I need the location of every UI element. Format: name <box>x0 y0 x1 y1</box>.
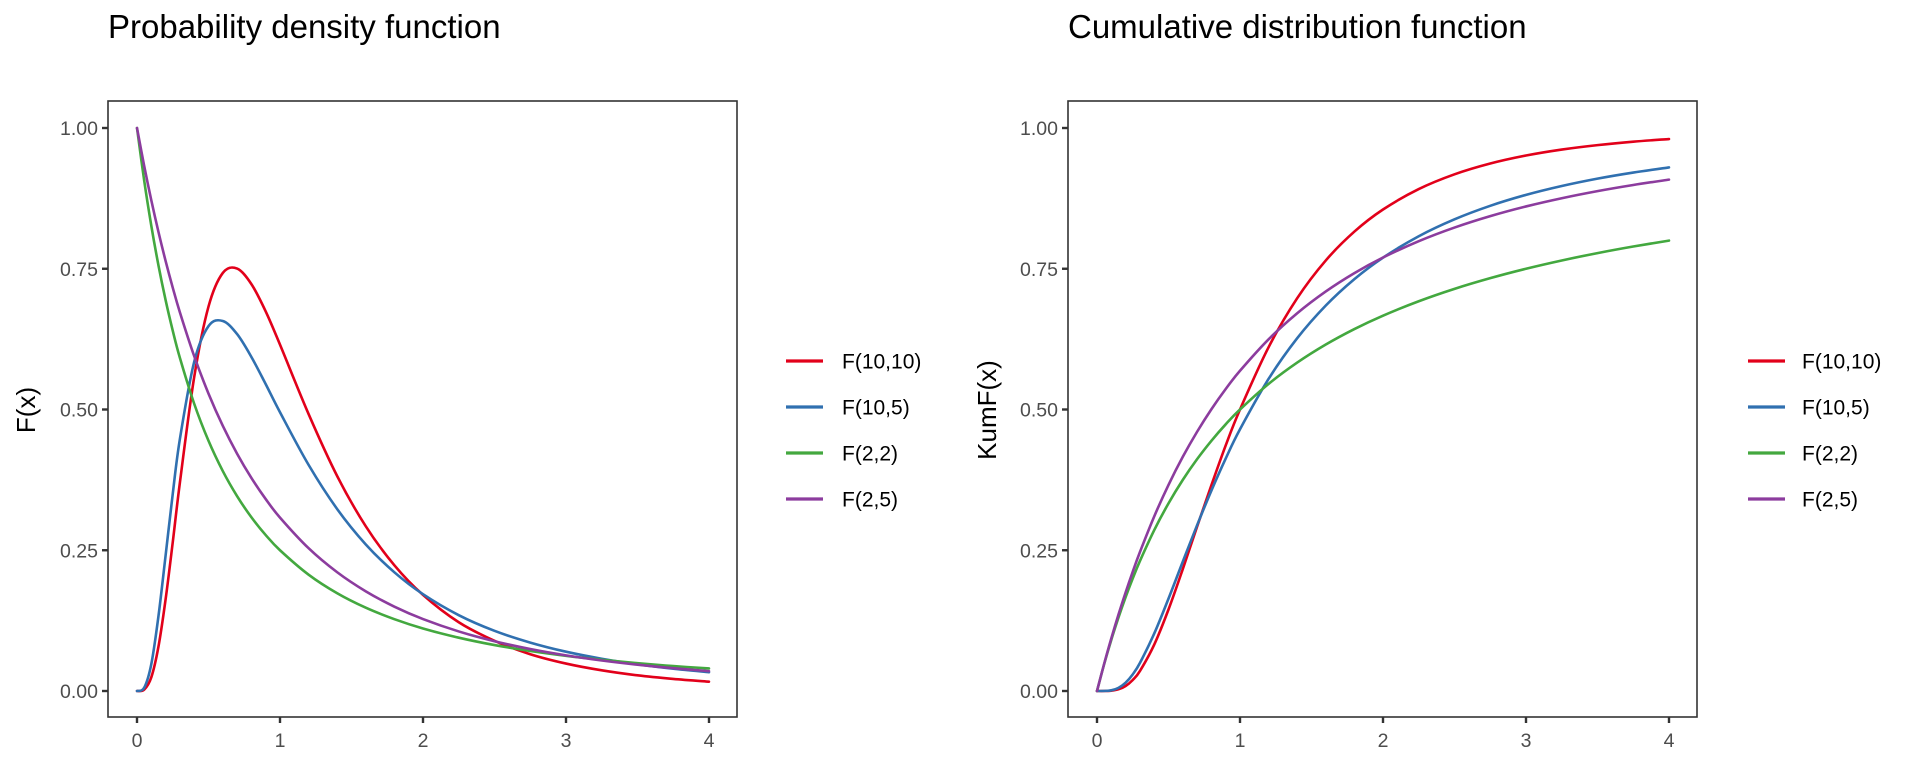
pdf-x-tick-label: 3 <box>561 730 572 752</box>
pdf-legend-item-f-10-10: F(10,10) <box>786 351 921 374</box>
cdf-series-line-f-10-10 <box>1095 137 1671 693</box>
pdf-panel: Probability density function F(x) 0.000.… <box>11 8 921 752</box>
pdf-x-axis: 0 1 2 3 4 <box>132 717 715 752</box>
pdf-y-tick-label: 1.00 <box>60 118 98 140</box>
cdf-legend: F(10,10) F(10,5) F(2,2) F(2,5) <box>1748 351 1881 512</box>
cdf-panel: Cumulative distribution function KumF(x)… <box>972 8 1881 752</box>
pdf-legend-item-f-2-5: F(2,5) <box>786 489 898 512</box>
pdf-legend-item-f-10-5: F(10,5) <box>786 397 910 420</box>
cdf-legend-item-f-10-10: F(10,10) <box>1748 351 1881 374</box>
cdf-x-axis: 0 1 2 3 4 <box>1092 717 1675 752</box>
pdf-y-tick-label: 0.25 <box>60 540 98 562</box>
cdf-series-line-f-2-2 <box>1095 239 1671 693</box>
pdf-series-line-f-2-2 <box>135 126 711 670</box>
cdf-series-group <box>1095 137 1671 693</box>
pdf-y-axis-title: F(x) <box>11 387 41 433</box>
cdf-x-tick-label: 4 <box>1664 730 1675 752</box>
cdf-legend-item-f-10-5: F(10,5) <box>1748 397 1870 420</box>
cdf-x-tick-label: 3 <box>1521 730 1532 752</box>
cdf-chart-title: Cumulative distribution function <box>1068 8 1527 45</box>
cdf-legend-item-f-2-5: F(2,5) <box>1748 489 1858 512</box>
cdf-y-tick-label: 0.50 <box>1020 400 1058 422</box>
cdf-x-tick-label: 2 <box>1378 730 1389 752</box>
cdf-legend-item-f-2-2: F(2,2) <box>1748 443 1858 466</box>
pdf-y-tick-label: 0.75 <box>60 259 98 281</box>
cdf-x-tick-label: 0 <box>1092 730 1103 752</box>
pdf-x-tick-label: 4 <box>704 730 715 752</box>
pdf-x-tick-label: 2 <box>418 730 429 752</box>
pdf-series-group <box>135 126 711 693</box>
pdf-legend: F(10,10) F(10,5) F(2,2) F(2,5) <box>786 351 921 512</box>
cdf-series-line-f-10-5 <box>1095 166 1671 693</box>
pdf-series-line-f-10-10 <box>135 266 711 693</box>
cdf-legend-label: F(2,5) <box>1802 489 1858 512</box>
cdf-legend-label: F(10,10) <box>1802 351 1881 374</box>
pdf-plot-area <box>107 100 738 718</box>
cdf-y-axis: 0.00 0.25 0.50 0.75 1.00 <box>1020 118 1068 703</box>
pdf-series-line-f-2-5 <box>135 126 711 673</box>
cdf-legend-label: F(10,5) <box>1802 397 1870 420</box>
pdf-series-line-f-10-5 <box>135 318 711 693</box>
cdf-y-tick-label: 0.00 <box>1020 681 1058 703</box>
pdf-x-tick-label: 0 <box>132 730 143 752</box>
pdf-y-tick-label: 0.00 <box>60 681 98 703</box>
cdf-y-axis-title: KumF(x) <box>972 360 1002 460</box>
pdf-x-tick-label: 1 <box>275 730 286 752</box>
pdf-y-tick-label: 0.50 <box>60 400 98 422</box>
pdf-legend-item-f-2-2: F(2,2) <box>786 443 898 466</box>
pdf-legend-label: F(2,5) <box>842 489 898 512</box>
pdf-legend-label: F(10,5) <box>842 397 910 420</box>
cdf-y-tick-label: 0.75 <box>1020 259 1058 281</box>
cdf-y-tick-label: 1.00 <box>1020 118 1058 140</box>
pdf-y-axis: 0.00 0.25 0.50 0.75 1.00 <box>60 118 108 703</box>
pdf-chart-title: Probability density function <box>108 8 501 45</box>
pdf-legend-label: F(10,10) <box>842 351 921 374</box>
cdf-x-tick-label: 1 <box>1235 730 1246 752</box>
cdf-legend-label: F(2,2) <box>1802 443 1858 466</box>
pdf-legend-label: F(2,2) <box>842 443 898 466</box>
cdf-series-line-f-2-5 <box>1095 178 1671 693</box>
cdf-y-tick-label: 0.25 <box>1020 540 1058 562</box>
